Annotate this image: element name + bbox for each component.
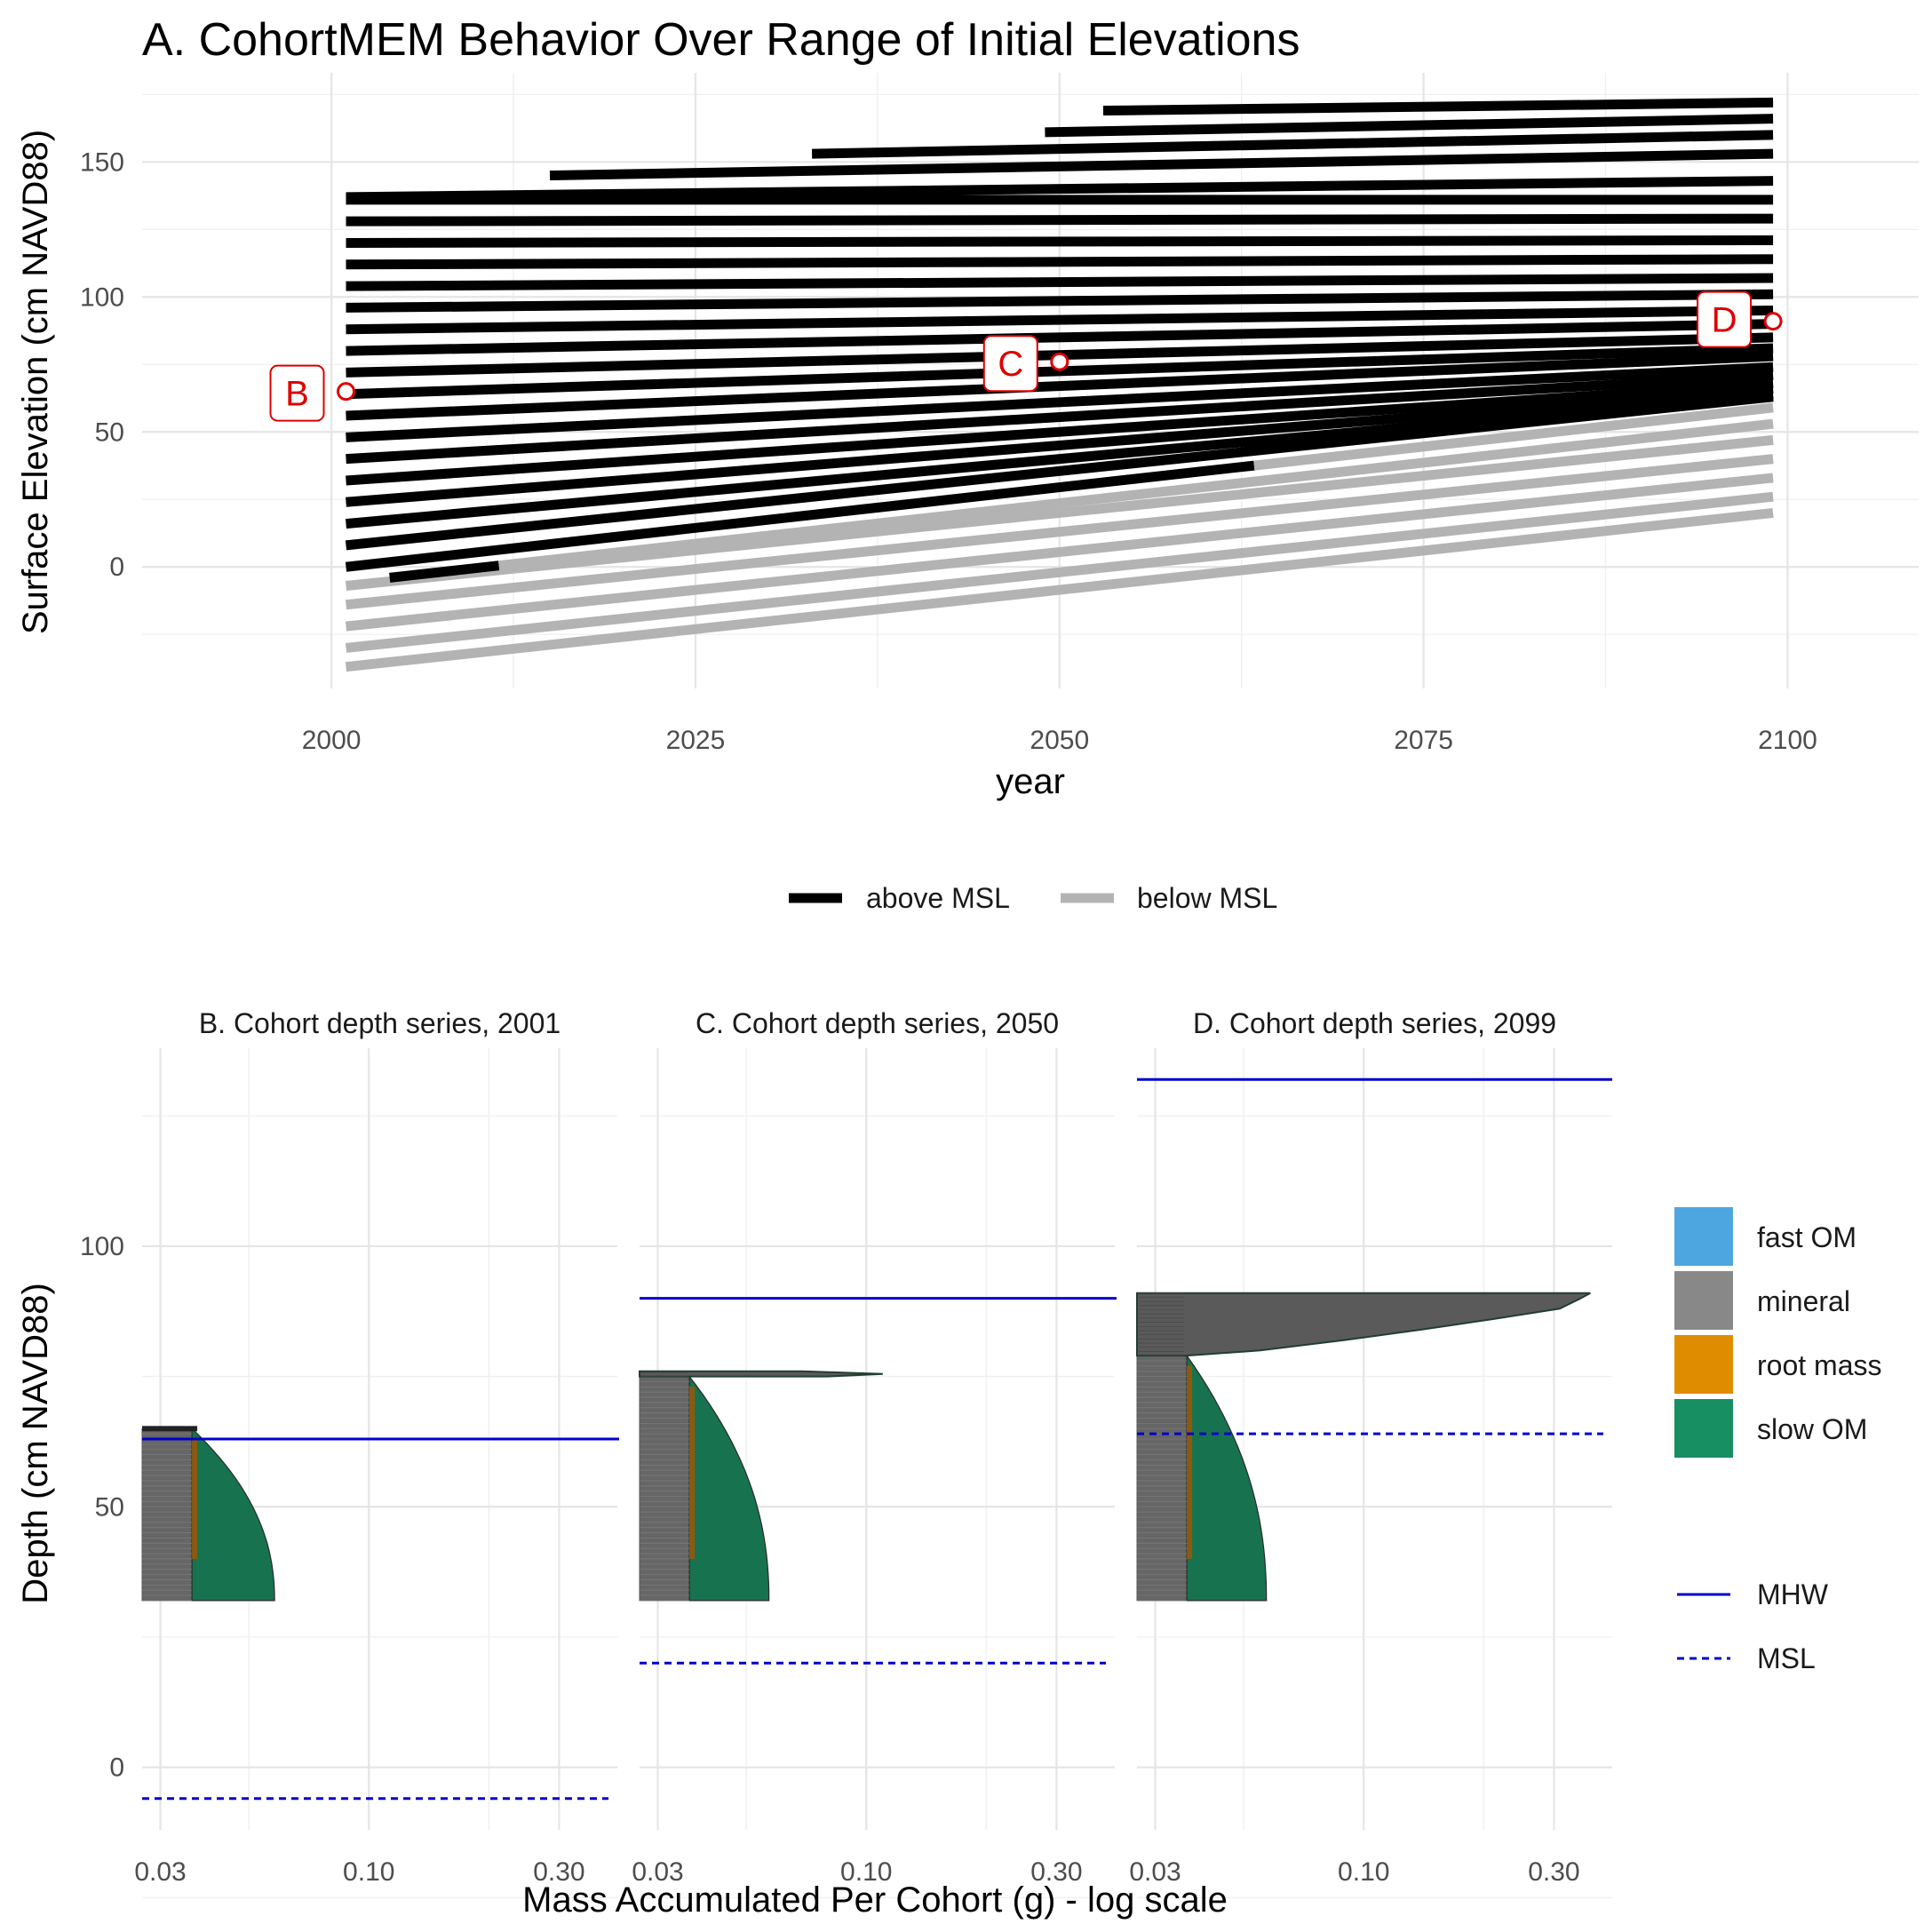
annotation-label: B bbox=[285, 375, 309, 414]
x-tick-label: 0.03 bbox=[632, 1857, 683, 1887]
chart-b-x-axis-title: Mass Accumulated Per Cohort (g) - log sc… bbox=[522, 1880, 1228, 1920]
trajectory-above-msl bbox=[346, 305, 1774, 335]
panel-title: D. Cohort depth series, 2099 bbox=[1193, 1007, 1556, 1039]
annotation-label: D bbox=[1712, 301, 1737, 340]
trajectory-above-msl bbox=[1102, 97, 1774, 116]
annotation-point bbox=[1050, 352, 1069, 371]
trajectory-above-msl bbox=[346, 370, 1774, 465]
trajectory-above-msl bbox=[346, 389, 1774, 529]
legend-mineral-key bbox=[1673, 1269, 1735, 1332]
chart-a-legend: above MSL below MSL bbox=[789, 882, 1277, 914]
legend-root-mass-label: root mass bbox=[1757, 1349, 1881, 1381]
slow-om-area bbox=[688, 1376, 770, 1602]
x-tick-label: 2100 bbox=[1758, 726, 1817, 755]
annotation-point bbox=[1763, 312, 1783, 331]
trajectory-above-msl bbox=[1045, 114, 1774, 138]
legend-root-mass-key bbox=[1673, 1333, 1735, 1395]
trajectory-above-msl bbox=[346, 319, 1774, 356]
annotation-label: C bbox=[998, 345, 1023, 384]
x-tick-label: 2000 bbox=[302, 726, 362, 755]
y-tick-label: 50 bbox=[95, 1492, 124, 1522]
x-tick-label: 0.30 bbox=[1030, 1857, 1082, 1887]
annotation-label-box bbox=[1697, 290, 1753, 348]
y-tick-label: 100 bbox=[80, 282, 124, 312]
trajectory-below-msl bbox=[345, 491, 1774, 653]
trajectory-above-msl bbox=[346, 384, 1774, 507]
slow-om-area bbox=[191, 1427, 275, 1602]
trajectory-above-msl bbox=[345, 392, 1774, 551]
x-tick-label: 0.10 bbox=[1338, 1857, 1389, 1887]
x-tick-label: 0.03 bbox=[134, 1857, 186, 1887]
chart-b-panels: 0.03 0.10 0.30 0 50 100 B. Cohort depth series… bbox=[80, 1007, 1612, 1898]
annotation-point bbox=[337, 382, 356, 402]
trajectory-above-msl bbox=[346, 362, 1774, 442]
trajectory-above-msl bbox=[346, 289, 1774, 313]
trajectory-above-msl bbox=[346, 235, 1774, 248]
x-tick-label: 2025 bbox=[666, 726, 726, 755]
legend-above-msl-label: above MSL bbox=[866, 882, 1010, 914]
legend-msl-label: MSL bbox=[1757, 1642, 1816, 1674]
x-tick-label: 2050 bbox=[1030, 726, 1089, 755]
depth-panel-c: 0.03 0.10 0.30 C. Cohort depth series, 2050 bbox=[632, 1007, 1117, 1898]
slow-om-area bbox=[1186, 1355, 1268, 1602]
chart-b-legend: fast OM mineral root mass slow OM MHW MS… bbox=[1673, 1205, 1881, 1674]
trajectory-above-msl bbox=[346, 343, 1774, 400]
y-tick-label: 0 bbox=[109, 1753, 124, 1783]
annotation-label-box bbox=[982, 335, 1038, 393]
y-tick-label: 150 bbox=[80, 147, 124, 177]
trajectory-above-msl bbox=[346, 176, 1774, 203]
trajectory-above-msl bbox=[811, 130, 1774, 159]
trajectory-below-msl bbox=[345, 507, 1774, 672]
x-tick-label: 0.10 bbox=[343, 1857, 394, 1887]
trajectory-above-msl bbox=[346, 273, 1774, 291]
panel-title: B. Cohort depth series, 2001 bbox=[199, 1007, 561, 1039]
trajectory-below-msl bbox=[345, 434, 1774, 591]
legend-fast-om-label: fast OM bbox=[1757, 1221, 1856, 1253]
chart-a-annotations: B C D bbox=[269, 290, 1783, 422]
trajectory-above-msl bbox=[346, 378, 1774, 486]
root-mass-area bbox=[1187, 1365, 1193, 1559]
surface-cohort-area bbox=[142, 1426, 198, 1432]
root-mass-area bbox=[192, 1439, 198, 1559]
trajectory-below-msl bbox=[1253, 402, 1774, 471]
chart-a-x-axis-title: year bbox=[996, 762, 1065, 801]
x-tick-label: 0.03 bbox=[1129, 1857, 1181, 1887]
chart-a-tick-labels: 2000 2025 2050 2075 2100 0 50 100 150 bbox=[80, 147, 1817, 755]
trajectory-above-msl bbox=[346, 254, 1774, 270]
y-tick-label: 50 bbox=[95, 417, 124, 447]
panel-title: C. Cohort depth series, 2050 bbox=[696, 1007, 1059, 1039]
x-tick-label: 0.30 bbox=[533, 1857, 584, 1887]
trajectory-below-msl bbox=[345, 454, 1774, 610]
y-tick-label: 100 bbox=[80, 1232, 124, 1261]
depth-panel-d: 0.03 0.10 0.30 D. Cohort depth series, 2099 bbox=[1129, 1007, 1612, 1898]
chart-b-y-axis-title: Depth (cm NAVD88) bbox=[16, 1283, 55, 1604]
annotation-label-box bbox=[269, 364, 325, 422]
trajectory-below-msl bbox=[345, 473, 1774, 632]
root-mass-area bbox=[689, 1387, 696, 1559]
mineral-area bbox=[639, 1376, 690, 1602]
trajectory-above-msl bbox=[346, 213, 1774, 227]
legend-slow-om-key bbox=[1673, 1397, 1735, 1459]
chart-a-title: A. CohortMEM Behavior Over Range of Init… bbox=[142, 14, 1300, 66]
y-tick-label: 0 bbox=[109, 553, 124, 582]
trajectory-above-msl bbox=[345, 460, 1255, 572]
legend-mhw-label: MHW bbox=[1757, 1578, 1829, 1610]
legend-mineral-label: mineral bbox=[1757, 1285, 1850, 1317]
surface-cohort-area bbox=[639, 1370, 883, 1378]
legend-fast-om-key bbox=[1673, 1205, 1735, 1268]
legend-below-msl-label: below MSL bbox=[1137, 882, 1277, 914]
chart-a-y-axis-title: Surface Elevation (cm NAVD88) bbox=[16, 130, 55, 634]
trajectory-above-msl bbox=[346, 351, 1774, 421]
trajectory-above-msl bbox=[549, 148, 1774, 180]
x-tick-label: 2075 bbox=[1394, 726, 1453, 755]
depth-panel-b: 0.03 0.10 0.30 0 50 100 B. Cohort depth series… bbox=[80, 1007, 619, 1898]
trajectory-below-msl bbox=[498, 418, 1774, 571]
legend-slow-om-label: slow OM bbox=[1757, 1413, 1867, 1445]
trajectory-above-msl bbox=[389, 561, 500, 583]
x-tick-label: 0.30 bbox=[1528, 1857, 1579, 1887]
x-tick-label: 0.10 bbox=[840, 1857, 892, 1887]
chart-a-series bbox=[345, 97, 1774, 672]
